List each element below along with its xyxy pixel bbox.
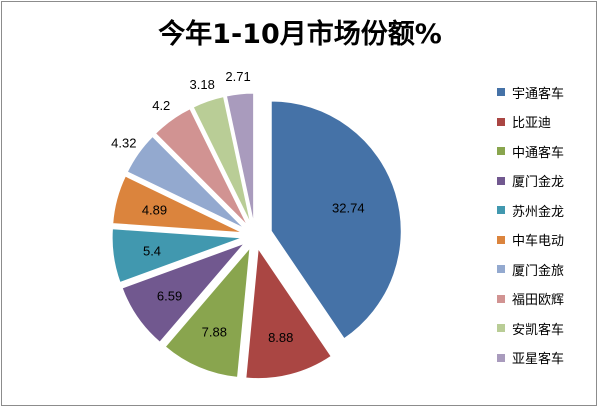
legend-item-7: 厦门金旅 (497, 259, 564, 279)
legend-label: 厦门金旅 (512, 263, 565, 279)
pie-slice-1 (270, 100, 402, 340)
data-label-1: 32.74 (332, 200, 365, 215)
pie-slice-3 (164, 246, 251, 378)
legend-item-1: 宇通客车 (497, 82, 564, 102)
legend-swatch (497, 147, 505, 155)
pie-slice-9 (192, 96, 252, 224)
pie-slice-2 (245, 247, 332, 380)
pie-slice-6 (112, 175, 243, 234)
legend-swatch (497, 294, 505, 303)
legend-item-3: 中通客车 (497, 141, 564, 161)
data-label-6: 4.89 (142, 202, 167, 217)
legend-label: 中车电动 (512, 234, 565, 249)
legend-swatch (497, 117, 505, 126)
pie-slice-5 (111, 228, 243, 284)
legend-item-9: 安凯客车 (497, 318, 564, 338)
data-label-7: 4.32 (111, 136, 136, 151)
legend-item-8: 福田欧辉 (497, 289, 564, 309)
legend-item-4: 厦门金龙 (497, 171, 564, 191)
data-label-10: 2.71 (225, 69, 250, 84)
legend-label: 苏州金龙 (512, 204, 565, 220)
legend-swatch (497, 235, 505, 244)
legend-label: 厦门金龙 (512, 175, 565, 190)
legend-item-10: 亚星客车 (497, 348, 564, 368)
legend-item-5: 苏州金龙 (497, 200, 564, 220)
data-label-4: 6.59 (157, 288, 182, 303)
legend-swatch (497, 353, 505, 362)
data-label-5: 5.4 (143, 244, 161, 259)
legend-swatch (497, 324, 505, 332)
legend-item-2: 比亚迪 (497, 112, 551, 132)
legend-swatch (497, 88, 505, 96)
chart-title: 今年1-10月市场份额% (158, 19, 442, 50)
legend-label: 中通客车 (512, 145, 565, 161)
legend-label: 安凯客车 (512, 322, 565, 338)
pie-slice-4 (121, 242, 246, 343)
data-label-3: 7.88 (202, 325, 227, 340)
legend-label: 亚星客车 (512, 352, 565, 367)
data-label-8: 4.2 (152, 98, 170, 113)
pie-slice-8 (154, 108, 248, 226)
pie-slice-7 (126, 135, 245, 229)
legend-label: 宇通客车 (512, 86, 565, 102)
legend-swatch (497, 206, 505, 214)
legend-swatch (497, 176, 505, 185)
legend-label: 比亚迪 (512, 116, 552, 131)
legend-swatch (497, 265, 505, 273)
data-label-9: 3.18 (190, 77, 215, 92)
pie-slice-10 (225, 92, 255, 224)
legend-label: 福田欧辉 (512, 293, 565, 308)
legend-item-6: 中车电动 (497, 230, 564, 250)
data-label-2: 8.88 (268, 330, 293, 345)
